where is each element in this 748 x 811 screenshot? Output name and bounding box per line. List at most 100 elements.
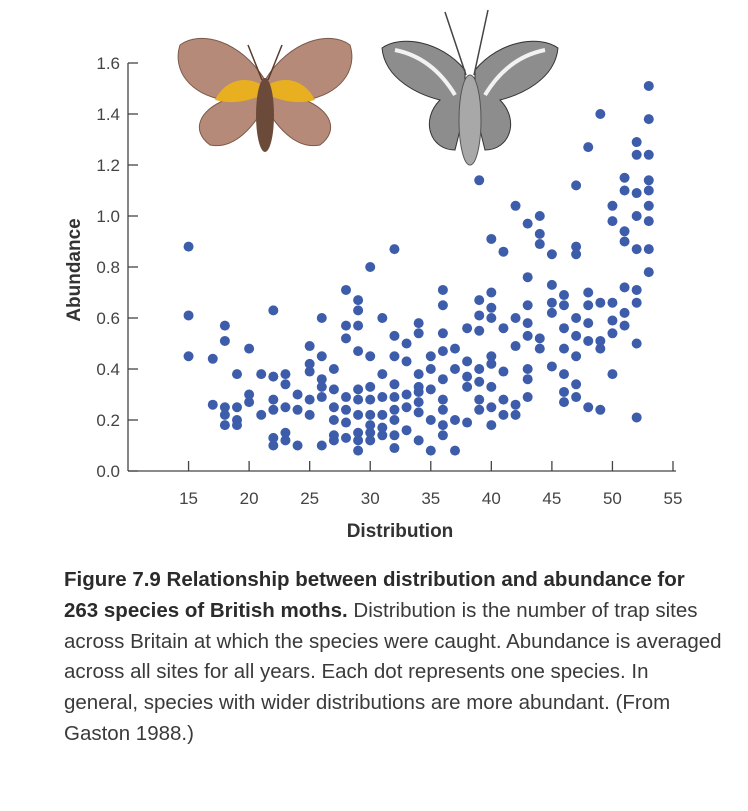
data-point xyxy=(413,386,424,397)
data-point xyxy=(244,397,255,408)
data-point xyxy=(522,218,533,229)
data-point xyxy=(510,409,521,420)
data-point xyxy=(365,427,376,438)
y-axis-label: Abundance xyxy=(64,218,85,321)
data-point xyxy=(413,328,424,339)
y-tick-label: 0.8 xyxy=(96,258,120,277)
data-point xyxy=(353,445,364,456)
data-point xyxy=(425,364,436,374)
data-point xyxy=(389,330,400,341)
data-point xyxy=(437,346,448,357)
data-point xyxy=(619,226,630,237)
figure-caption: Figure 7.9 Relationship between distribu… xyxy=(64,565,724,750)
data-point xyxy=(207,353,218,364)
data-point xyxy=(559,386,569,397)
data-point xyxy=(437,430,448,441)
data-point xyxy=(583,300,594,311)
data-point xyxy=(595,297,606,308)
data-point xyxy=(546,307,557,318)
data-point xyxy=(631,284,642,295)
data-point xyxy=(304,366,315,377)
data-point xyxy=(268,440,279,451)
data-point xyxy=(316,381,327,392)
data-point xyxy=(280,369,291,380)
data-point xyxy=(583,335,594,346)
y-tick-label: 0.6 xyxy=(96,309,120,328)
data-point xyxy=(413,397,424,408)
data-point xyxy=(316,313,327,323)
data-point xyxy=(353,346,364,357)
data-point xyxy=(304,341,315,352)
data-point xyxy=(486,233,497,244)
data-point xyxy=(474,175,485,186)
data-point xyxy=(595,109,606,119)
data-point xyxy=(425,415,436,425)
data-point xyxy=(643,149,654,160)
data-point xyxy=(522,364,533,374)
data-point xyxy=(437,394,448,405)
data-point xyxy=(631,188,642,199)
data-point xyxy=(389,415,400,425)
data-point xyxy=(643,244,654,255)
data-point xyxy=(413,318,424,329)
data-point xyxy=(316,440,327,451)
data-point xyxy=(401,338,412,349)
data-point xyxy=(183,241,194,252)
data-point xyxy=(595,335,606,346)
data-point xyxy=(607,216,618,227)
data-point xyxy=(486,358,497,369)
data-point xyxy=(328,402,339,413)
data-point xyxy=(425,384,436,395)
data-point xyxy=(425,351,436,362)
data-point xyxy=(631,244,642,255)
x-tick-label: 25 xyxy=(300,489,319,508)
data-point xyxy=(486,381,497,392)
data-point xyxy=(341,392,351,403)
data-point xyxy=(643,80,654,91)
data-point xyxy=(534,211,545,221)
data-point xyxy=(534,228,545,239)
data-point xyxy=(607,200,618,211)
data-point xyxy=(522,392,533,403)
y-tick-label: 1.2 xyxy=(96,156,120,175)
data-point xyxy=(510,341,521,352)
data-point xyxy=(268,305,279,316)
y-tick-label: 0.4 xyxy=(96,360,120,379)
data-point xyxy=(280,427,291,438)
data-point xyxy=(559,300,569,311)
data-point xyxy=(631,338,642,349)
data-point xyxy=(643,216,654,227)
data-point xyxy=(619,282,630,293)
data-point xyxy=(607,315,618,326)
data-point xyxy=(389,379,400,390)
x-tick-label: 35 xyxy=(421,489,440,508)
data-point xyxy=(522,318,533,329)
data-point xyxy=(631,412,642,423)
data-point xyxy=(643,114,654,125)
data-point xyxy=(474,376,485,387)
data-point xyxy=(571,392,582,403)
data-point xyxy=(341,432,351,443)
data-point xyxy=(607,328,618,339)
data-point xyxy=(232,369,242,380)
data-point xyxy=(304,358,315,369)
data-point xyxy=(486,420,497,431)
data-point xyxy=(365,351,376,362)
data-point xyxy=(304,409,315,420)
data-point xyxy=(462,356,473,367)
data-point xyxy=(353,295,364,306)
data-point xyxy=(401,356,412,367)
x-tick-label: 15 xyxy=(179,489,198,508)
data-point xyxy=(341,417,351,428)
y-tick-label: 0.2 xyxy=(96,411,120,430)
data-point xyxy=(219,409,230,420)
data-point xyxy=(389,392,400,403)
data-point xyxy=(316,392,327,403)
data-point xyxy=(643,185,654,196)
data-point xyxy=(522,330,533,341)
data-point xyxy=(474,364,485,374)
scatter-plot: 0.0 0.2 0.4 0.6 0.8 1.0 1.2 1.4 1.6 15 20 25 30 35 40 4… xyxy=(64,9,682,542)
data-point xyxy=(377,392,388,403)
data-point xyxy=(450,415,460,425)
x-tick-label: 20 xyxy=(240,489,259,508)
